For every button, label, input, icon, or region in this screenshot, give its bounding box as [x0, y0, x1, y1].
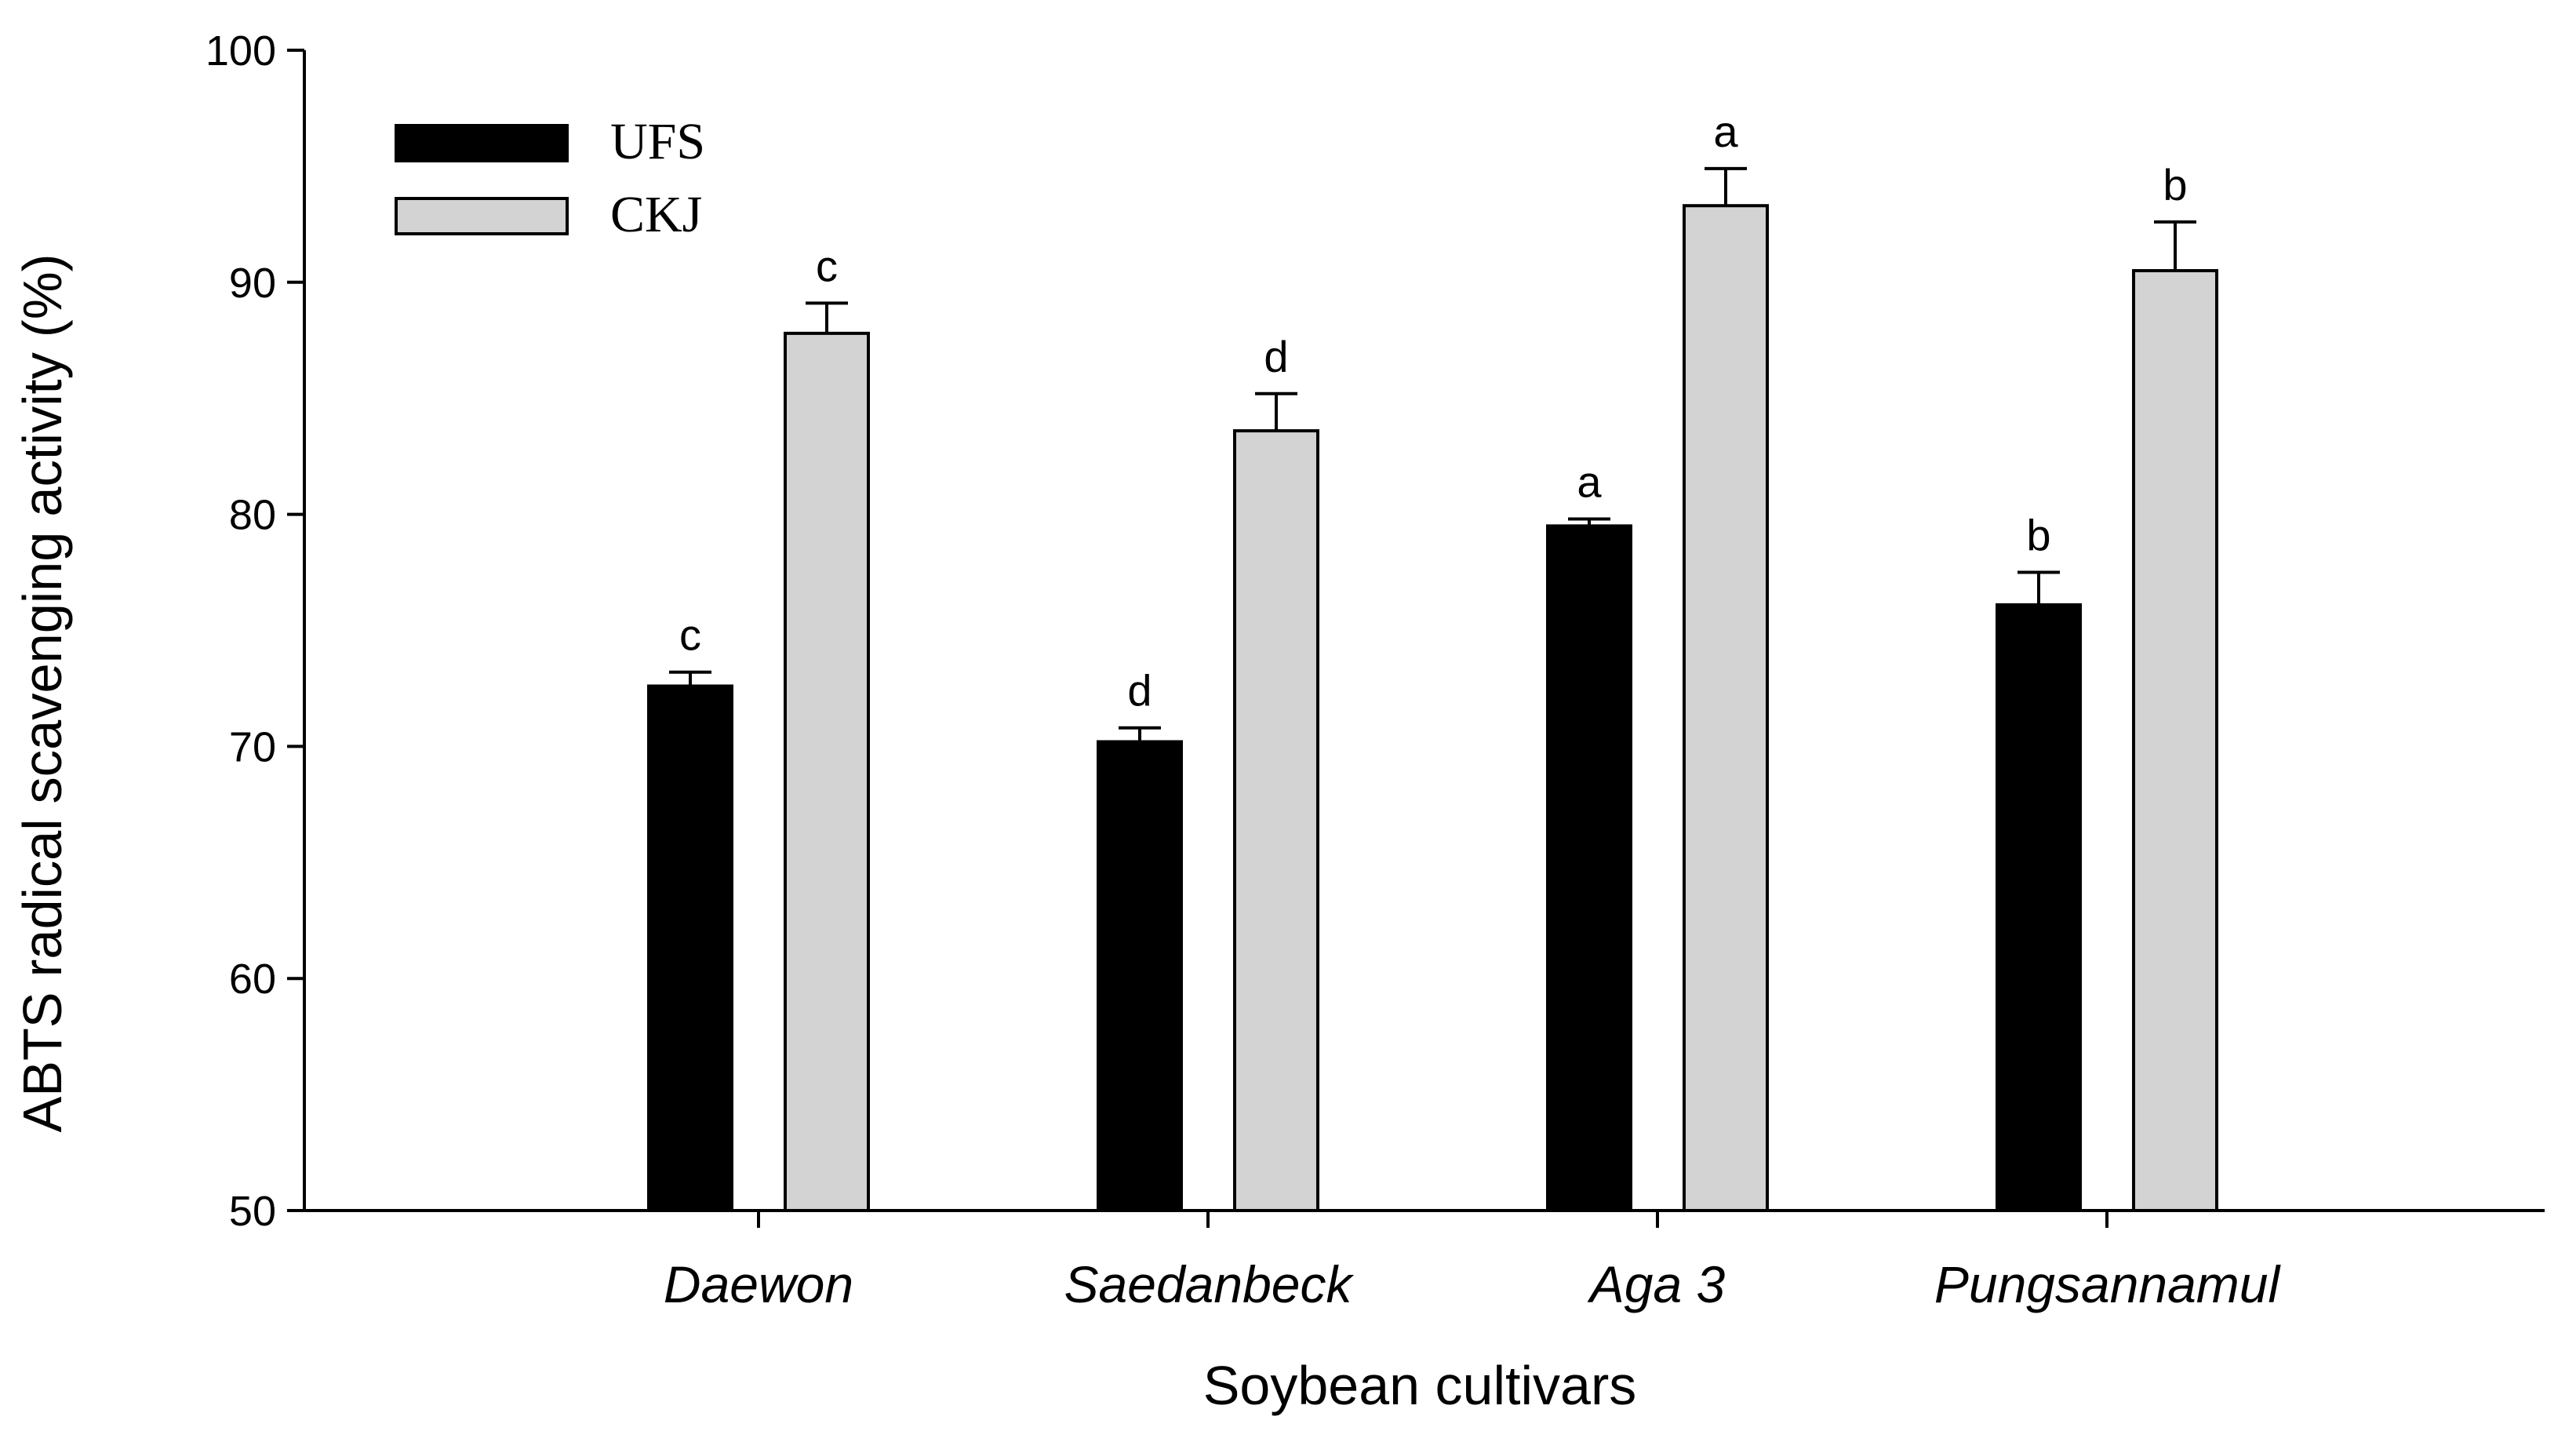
y-tick-label: 70 [229, 723, 276, 770]
legend-swatch-ckj [395, 197, 569, 235]
significance-label: d [1127, 666, 1152, 716]
bar-ckj [784, 331, 870, 1213]
significance-label: c [679, 610, 701, 660]
bar-ckj [1233, 429, 1319, 1212]
bar-ckj [1683, 204, 1769, 1212]
y-tick-label: 100 [206, 27, 276, 75]
legend-swatch-ufs [395, 124, 569, 162]
significance-label: b [2163, 160, 2187, 209]
y-tick-label: 60 [229, 956, 276, 1003]
legend-label-ckj: CKJ [610, 186, 702, 243]
x-tick-label: Daewon [664, 1255, 853, 1313]
y-tick-label: 80 [229, 492, 276, 539]
significance-label: b [2026, 511, 2050, 560]
bar-ckj [2132, 269, 2218, 1212]
x-axis-title: Soybean cultivars [1203, 1355, 1637, 1416]
x-tick-label: Aga 3 [1587, 1255, 1726, 1313]
bar-ufs [1546, 524, 1632, 1212]
bar-ufs [1097, 740, 1183, 1212]
significance-label: c [816, 241, 838, 290]
significance-label: d [1264, 332, 1288, 381]
bar-ufs [647, 684, 733, 1212]
legend-label-ufs: UFS [610, 113, 705, 170]
x-tick-label: Pungsannamul [1934, 1255, 2282, 1313]
y-tick-label: 50 [229, 1188, 276, 1235]
y-axis-title: ABTS radical scavenging activity (%) [12, 254, 73, 1133]
y-tick-label: 90 [229, 260, 276, 307]
plot-area: 50 60 70 80 90 100 Daewon c c Saedanbeck d d Aga 3 a a… [206, 27, 2545, 1313]
significance-label: a [1713, 107, 1738, 156]
significance-label: a [1577, 457, 1602, 507]
bar-ufs [1996, 603, 2082, 1212]
x-tick-label: Saedanbeck [1064, 1255, 1355, 1313]
